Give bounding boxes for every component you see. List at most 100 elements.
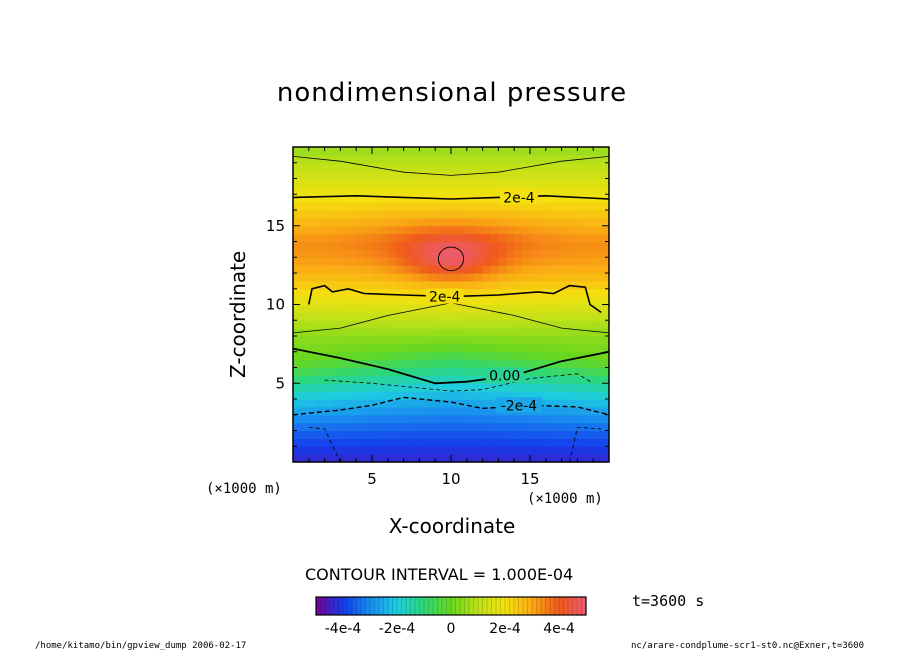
heatmap-cell: [340, 288, 349, 298]
x-axis-label: X-coordinate: [388, 514, 516, 538]
heatmap-cell: [348, 343, 357, 353]
heatmap-cell: [585, 414, 594, 424]
heatmap-cell: [466, 273, 476, 282]
heatmap-cell: [466, 399, 476, 408]
heatmap-cell: [561, 170, 571, 180]
heatmap-cell: [316, 296, 326, 306]
heatmap-cell: [458, 320, 468, 329]
heatmap-cell: [522, 438, 531, 447]
heatmap-cell: [364, 351, 373, 361]
heatmap-cell: [435, 454, 444, 462]
heatmap-cell: [577, 225, 586, 235]
heatmap-cell: [522, 280, 531, 290]
heatmap-cell: [585, 280, 594, 290]
heatmap-cell: [300, 280, 310, 290]
heatmap-cell: [530, 312, 539, 321]
heatmap-cell: [506, 351, 515, 361]
heatmap-cell: [300, 320, 310, 329]
heatmap-cell: [593, 430, 602, 439]
heatmap-cell: [474, 241, 484, 250]
heatmap-cell: [466, 312, 476, 321]
heatmap-cell: [569, 328, 578, 337]
heatmap-cell: [403, 375, 413, 384]
heatmap-cell: [387, 383, 397, 392]
heatmap-cell: [324, 217, 334, 227]
heatmap-cell: [324, 454, 334, 462]
heatmap-cell: [506, 304, 515, 313]
heatmap-cell: [466, 336, 476, 345]
heatmap-cell: [522, 210, 531, 219]
heatmap-cell: [506, 336, 515, 345]
heatmap-cell: [585, 288, 594, 298]
heatmap-cell: [395, 391, 405, 400]
heatmap-cell: [522, 414, 531, 424]
heatmap-cell: [514, 257, 523, 266]
heatmap-cell: [332, 265, 341, 274]
heatmap-cell: [451, 336, 460, 345]
heatmap-cell: [561, 210, 571, 219]
heatmap-cell: [300, 202, 310, 211]
heatmap-cell: [395, 320, 405, 329]
heatmap-cell: [356, 170, 365, 180]
heatmap-cell: [506, 359, 515, 369]
heatmap-cell: [585, 343, 594, 353]
heatmap-cell: [411, 406, 420, 416]
heatmap-cell: [545, 312, 555, 321]
footer-left: /home/kitamo/bin/gpview_dump 2006-02-17: [35, 641, 247, 651]
heatmap-cell: [474, 391, 484, 400]
heatmap-cell: [482, 406, 492, 416]
heatmap-cell: [435, 265, 444, 274]
heatmap-cell: [340, 170, 349, 180]
heatmap-cell: [332, 217, 341, 227]
heatmap-cell: [458, 414, 468, 424]
heatmap-cell: [419, 202, 428, 211]
heatmap-cell: [372, 217, 381, 227]
heatmap-cell: [593, 225, 602, 235]
heatmap-cell: [364, 225, 373, 235]
heatmap-cell: [466, 170, 476, 180]
heatmap-cell: [348, 438, 357, 447]
heatmap-cell: [435, 343, 444, 353]
heatmap-cell: [364, 210, 373, 219]
heatmap-cell: [451, 202, 460, 211]
heatmap-cell: [340, 391, 349, 400]
heatmap-cell: [427, 343, 436, 353]
heatmap-cell: [545, 210, 555, 219]
heatmap-cell: [601, 383, 609, 392]
heatmap-cell: [372, 320, 381, 329]
heatmap-cell: [561, 296, 571, 306]
heatmap-cell: [387, 391, 397, 400]
heatmap-cell: [498, 304, 507, 313]
heatmap-cell: [427, 414, 436, 424]
heatmap-cell: [585, 210, 594, 219]
heatmap-cell: [498, 154, 507, 164]
heatmap-cell: [443, 336, 452, 345]
colorbar-segment: [365, 597, 371, 615]
heatmap-cell: [530, 351, 539, 361]
heatmap-cell: [348, 446, 357, 455]
colorbar-segment: [397, 597, 402, 615]
heatmap-cell: [601, 233, 609, 243]
heatmap-cell: [379, 438, 389, 447]
heatmap-cell: [522, 147, 531, 156]
heatmap-cell: [522, 265, 531, 274]
heatmap-cell: [379, 328, 389, 337]
heatmap-cell: [569, 147, 578, 156]
heatmap-cell: [332, 273, 341, 282]
heatmap-cell: [395, 202, 405, 211]
heatmap-cell: [498, 328, 507, 337]
heatmap-cell: [482, 454, 492, 462]
heatmap-cell: [316, 210, 326, 219]
colorbar-segment: [473, 597, 479, 615]
heatmap-cell: [474, 367, 484, 376]
heatmap-cell: [387, 280, 397, 290]
heatmap-cell: [569, 391, 578, 400]
heatmap-cell: [332, 202, 341, 211]
heatmap-cell: [593, 446, 602, 455]
heatmap-cell: [451, 217, 460, 227]
heatmap-cell: [577, 422, 586, 432]
heatmap-cell: [569, 343, 578, 353]
heatmap-cell: [387, 249, 397, 258]
heatmap-cell: [451, 265, 460, 274]
heatmap-cell: [585, 147, 594, 156]
